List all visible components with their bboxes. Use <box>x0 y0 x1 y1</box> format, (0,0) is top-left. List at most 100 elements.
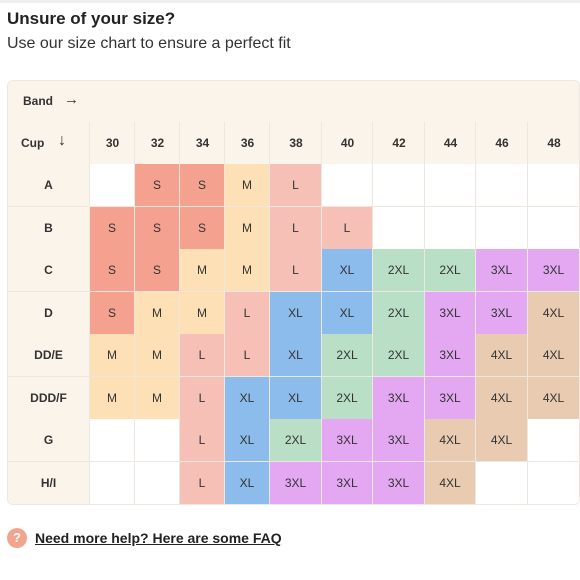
size-cell: M <box>224 206 269 249</box>
size-cell: 4XL <box>475 376 527 419</box>
band-size-48: 48 <box>527 122 579 164</box>
size-cell: XL <box>224 376 269 419</box>
size-cell <box>89 461 134 504</box>
size-cell: L <box>224 291 269 334</box>
size-cell: L <box>269 206 321 249</box>
cup-size-label: DD/E <box>8 334 89 376</box>
size-cell: 2XL <box>372 249 424 291</box>
size-cell: S <box>179 164 224 206</box>
size-cell <box>372 206 424 249</box>
size-cell: 2XL <box>321 376 372 419</box>
size-cell: 2XL <box>372 291 424 334</box>
size-cell: M <box>89 334 134 376</box>
size-cell: 3XL <box>372 461 424 504</box>
size-cell: 2XL <box>424 249 475 291</box>
size-cell <box>321 164 372 206</box>
band-size-38: 38 <box>269 122 322 164</box>
size-cell: 3XL <box>424 291 475 334</box>
page-subtitle: Use our size chart to ensure a perfect f… <box>7 35 291 52</box>
size-cell: M <box>134 291 179 334</box>
size-grid: A S S M L B S S S M L L C S S M M L XL 2XL 2XL 3XL 3XL D S M M L XL X… <box>8 164 579 504</box>
band-size-36: 36 <box>224 122 270 164</box>
size-cell: XL <box>269 376 321 419</box>
cup-size-label: G <box>8 419 89 461</box>
size-cell <box>89 419 134 461</box>
table-row: C S S M M L XL 2XL 2XL 3XL 3XL <box>8 249 579 292</box>
size-cell: S <box>134 164 179 206</box>
size-cell <box>527 419 579 461</box>
size-cell: XL <box>321 291 372 334</box>
size-cell: 3XL <box>372 376 424 419</box>
size-cell: S <box>89 249 134 291</box>
table-row: G L XL 2XL 3XL 3XL 4XL 4XL <box>8 419 579 462</box>
cup-label: Cup <box>21 136 45 150</box>
band-size-40: 40 <box>321 122 373 164</box>
band-size-34: 34 <box>179 122 225 164</box>
size-cell: S <box>179 206 224 249</box>
cup-size-label: C <box>8 249 89 291</box>
size-cell <box>89 164 134 206</box>
size-cell: 3XL <box>475 249 527 291</box>
band-header-row: Band → <box>8 81 579 123</box>
size-cell: S <box>134 206 179 249</box>
size-cell: S <box>89 291 134 334</box>
size-cell: 2XL <box>269 419 321 461</box>
table-row: DD/E M M L L XL 2XL 2XL 3XL 4XL 4XL <box>8 334 579 377</box>
band-size-32: 32 <box>134 122 180 164</box>
band-size-42: 42 <box>372 122 425 164</box>
band-label: Band <box>23 94 53 108</box>
size-cell: M <box>224 164 269 206</box>
arrow-down-icon: ↓ <box>58 132 66 149</box>
size-cell <box>424 164 475 206</box>
arrow-right-icon: → <box>64 91 79 108</box>
band-sizes-row: Cup ↓ 30 32 34 36 38 40 42 44 46 48 <box>8 122 579 165</box>
band-size-30: 30 <box>89 122 135 164</box>
size-cell: M <box>179 249 224 291</box>
size-cell: 3XL <box>269 461 321 504</box>
cup-size-label: D <box>8 291 89 334</box>
size-cell: XL <box>269 334 321 376</box>
size-cell: 3XL <box>321 461 372 504</box>
size-cell <box>475 461 527 504</box>
cup-size-label: H/I <box>8 461 89 504</box>
table-row: D S M M L XL XL 2XL 3XL 3XL 4XL <box>8 291 579 335</box>
size-cell: L <box>269 164 321 206</box>
size-cell: M <box>134 376 179 419</box>
cup-size-label: DDD/F <box>8 376 89 419</box>
faq-link[interactable]: Need more help? Here are some FAQ <box>35 530 282 546</box>
size-cell: 3XL <box>475 291 527 334</box>
size-cell: L <box>179 419 224 461</box>
top-divider <box>0 0 580 3</box>
size-cell: 2XL <box>372 334 424 376</box>
size-cell: 3XL <box>372 419 424 461</box>
question-icon: ? <box>7 528 27 548</box>
size-cell: L <box>321 206 372 249</box>
size-cell <box>475 164 527 206</box>
table-row: H/I L XL 3XL 3XL 3XL 4XL <box>8 461 579 504</box>
size-cell: 4XL <box>527 334 579 376</box>
size-cell <box>134 461 179 504</box>
size-cell: M <box>179 291 224 334</box>
size-cell: L <box>269 249 321 291</box>
band-size-46: 46 <box>475 122 528 164</box>
size-cell: 3XL <box>321 419 372 461</box>
size-cell: 4XL <box>527 376 579 419</box>
size-cell: 3XL <box>424 376 475 419</box>
size-cell <box>527 164 579 206</box>
size-cell: XL <box>321 249 372 291</box>
cup-size-label: A <box>8 164 89 206</box>
size-cell: S <box>134 249 179 291</box>
band-size-44: 44 <box>424 122 476 164</box>
size-cell: L <box>179 376 224 419</box>
size-cell: L <box>179 461 224 504</box>
size-cell: L <box>179 334 224 376</box>
size-cell: 2XL <box>321 334 372 376</box>
size-cell: S <box>89 206 134 249</box>
size-cell: XL <box>224 419 269 461</box>
size-cell: 3XL <box>527 249 579 291</box>
size-cell: 4XL <box>475 419 527 461</box>
size-cell: L <box>224 334 269 376</box>
